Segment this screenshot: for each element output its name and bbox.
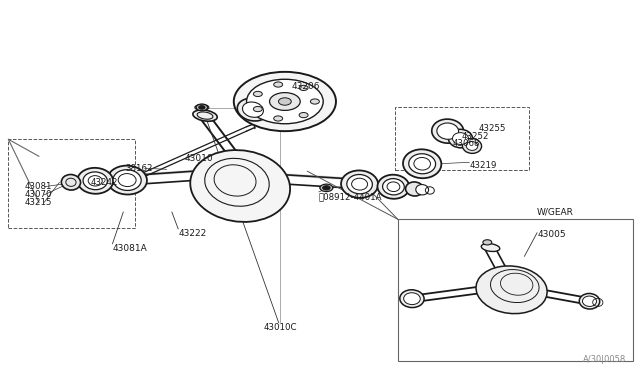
Text: 43222: 43222 — [178, 229, 207, 238]
Circle shape — [196, 104, 207, 111]
Circle shape — [323, 186, 330, 190]
Ellipse shape — [378, 175, 410, 199]
Ellipse shape — [61, 174, 81, 190]
Ellipse shape — [416, 185, 429, 195]
Ellipse shape — [481, 244, 500, 251]
Ellipse shape — [437, 123, 459, 139]
Ellipse shape — [582, 296, 596, 307]
Ellipse shape — [404, 293, 420, 305]
Circle shape — [299, 85, 308, 90]
Ellipse shape — [476, 266, 547, 314]
Text: 43252: 43252 — [462, 132, 489, 141]
Circle shape — [483, 240, 492, 245]
Circle shape — [234, 72, 336, 131]
Text: 43068: 43068 — [453, 139, 481, 148]
Text: 43081: 43081 — [25, 182, 52, 191]
Ellipse shape — [243, 102, 264, 117]
Text: 43219: 43219 — [469, 161, 497, 170]
Circle shape — [253, 106, 262, 112]
Text: 43010C: 43010C — [264, 323, 297, 332]
Ellipse shape — [452, 133, 468, 144]
Bar — [396, 107, 529, 170]
Ellipse shape — [463, 138, 481, 153]
Circle shape — [278, 98, 291, 105]
Ellipse shape — [320, 185, 333, 190]
Circle shape — [299, 112, 308, 118]
Text: W/GEAR: W/GEAR — [537, 208, 574, 217]
Text: ⓝ08912-4401A: ⓝ08912-4401A — [319, 192, 382, 201]
Ellipse shape — [383, 179, 404, 195]
Ellipse shape — [195, 105, 209, 110]
Bar — [8, 139, 135, 228]
Circle shape — [274, 116, 283, 121]
Circle shape — [274, 82, 283, 87]
Text: 43255: 43255 — [478, 124, 506, 133]
Ellipse shape — [83, 172, 108, 190]
Circle shape — [246, 79, 323, 124]
Circle shape — [253, 92, 262, 97]
Ellipse shape — [347, 174, 372, 194]
Circle shape — [320, 184, 333, 192]
Circle shape — [269, 93, 300, 110]
Ellipse shape — [77, 168, 113, 194]
Ellipse shape — [449, 129, 473, 148]
Ellipse shape — [400, 290, 424, 308]
Text: 43081A: 43081A — [113, 244, 147, 253]
Ellipse shape — [579, 294, 600, 309]
Ellipse shape — [409, 154, 436, 174]
Ellipse shape — [193, 110, 217, 121]
Ellipse shape — [108, 166, 147, 195]
Bar — [398, 219, 633, 361]
Circle shape — [198, 106, 205, 109]
Text: 43206: 43206 — [292, 82, 321, 91]
Text: 43070: 43070 — [25, 190, 52, 199]
Ellipse shape — [432, 119, 464, 143]
Text: 43005: 43005 — [537, 230, 566, 239]
Ellipse shape — [403, 149, 442, 178]
Ellipse shape — [341, 170, 378, 198]
Ellipse shape — [113, 170, 141, 190]
Ellipse shape — [237, 98, 269, 121]
Text: 38162: 38162 — [125, 164, 153, 173]
Circle shape — [310, 99, 319, 104]
Text: 43215: 43215 — [25, 198, 52, 207]
Text: 43010: 43010 — [184, 154, 213, 163]
Text: 43242: 43242 — [90, 178, 118, 187]
Text: A/30|0058: A/30|0058 — [583, 355, 627, 364]
Ellipse shape — [190, 150, 290, 222]
Ellipse shape — [406, 182, 424, 196]
Ellipse shape — [466, 141, 477, 150]
